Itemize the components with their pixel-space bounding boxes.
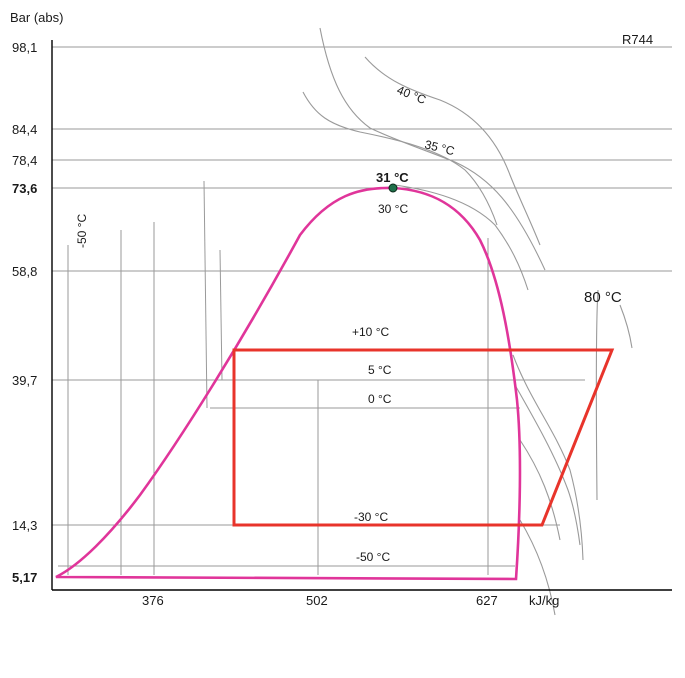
isotherm-hot-3 xyxy=(519,439,561,541)
isotherm-label-minus50-vertical: -50 °C xyxy=(75,214,89,248)
y-tick-label: 5,17 xyxy=(12,570,37,585)
x-tick-label: 376 xyxy=(142,593,164,608)
y-tick-label: 78,4 xyxy=(12,153,37,168)
isotherm-label-0: 0 °C xyxy=(368,392,392,406)
y-tick-label: 39,7 xyxy=(12,373,37,388)
y-tick-label: 73,6 xyxy=(12,181,37,196)
isotherm-label-30: 30 °C xyxy=(378,202,408,216)
x-tick-labels: 376 502 627 xyxy=(142,593,498,608)
x-tick-label: 502 xyxy=(306,593,328,608)
isotherm-label-5: 5 °C xyxy=(368,363,392,377)
isotherm-label-40: 40 °C xyxy=(395,83,429,107)
saturation-dome xyxy=(55,186,522,581)
y-tick-label: 98,1 xyxy=(12,40,37,55)
y-tick-label: 14,3 xyxy=(12,518,37,533)
vline-4 xyxy=(219,249,223,381)
isotherm-hot-2 xyxy=(514,384,581,546)
isotherm-hot-1 xyxy=(512,354,584,561)
isotherm-30 xyxy=(394,184,529,291)
isotherm-80 xyxy=(595,289,599,501)
x-tick-label: 627 xyxy=(476,593,498,608)
refrigerant-label: R744 xyxy=(622,32,653,47)
critical-point-marker xyxy=(388,183,398,193)
operating-window xyxy=(232,348,615,527)
pressure-gridlines xyxy=(52,46,672,567)
y-tick-label: 84,4 xyxy=(12,122,37,137)
y-tick-label: 58,8 xyxy=(12,264,37,279)
isotherm-label-minus30: -30 °C xyxy=(354,510,388,524)
isotherm-35-upper xyxy=(364,56,541,246)
vline-3 xyxy=(203,180,208,409)
isotherm-label-plus10: +10 °C xyxy=(352,325,389,339)
isotherm-low xyxy=(519,519,556,616)
isotherm-35 xyxy=(302,91,498,226)
enthalpy-gridlines xyxy=(67,180,489,575)
isotherm-80-tick xyxy=(619,304,633,349)
x-axis-label: kJ/kg xyxy=(529,593,559,608)
isotherm-40 xyxy=(319,27,546,271)
y-axis-label: Bar (abs) xyxy=(10,10,63,25)
isotherm-label-80: 80 °C xyxy=(584,289,622,306)
isotherm-curves xyxy=(302,27,633,616)
critical-point-label: 31 °C xyxy=(376,170,409,185)
isotherm-label-minus50: -50 °C xyxy=(356,550,390,564)
y-tick-labels: 98,1 84,4 78,4 73,6 58,8 39,7 14,3 5,17 xyxy=(12,40,37,585)
